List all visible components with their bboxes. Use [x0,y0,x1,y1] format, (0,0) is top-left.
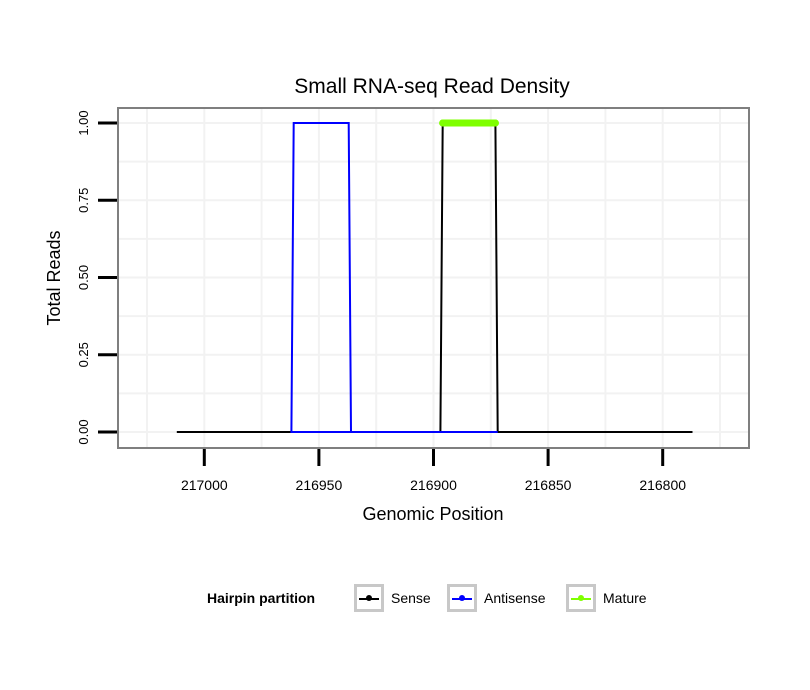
x-tick-label: 216900 [410,477,457,493]
y-axis: 0.00 0.25 0.50 0.75 1.00 [76,110,117,445]
series-line-antisense [290,122,498,433]
legend-point-sense [366,595,372,601]
y-tick-label: 0.25 [76,342,91,367]
y-tick-label: 0.75 [76,188,91,213]
legend: Hairpin partition Sense Antisense Mature [0,584,810,614]
legend-key-sense [354,584,384,612]
legend-label-antisense: Antisense [484,590,546,606]
panel-border [117,107,750,449]
legend-title: Hairpin partition [207,590,316,606]
legend-label-sense: Sense [391,590,431,606]
x-tick-label: 216950 [296,477,343,493]
series-point-mature [491,119,499,127]
y-tick-label: 1.00 [76,110,91,135]
y-tick-label: 0.00 [76,419,91,444]
y-axis-label: Total Reads [44,230,64,325]
plot-area [176,119,693,433]
x-tick-label: 216850 [525,477,572,493]
x-axis: 217000 216950 216900 216850 216800 [181,449,686,493]
legend-point-antisense [459,595,465,601]
x-axis-label: Genomic Position [362,504,503,524]
series-point-mature [439,119,447,127]
legend-key-mature [566,584,596,612]
y-tick-label: 0.50 [76,265,91,290]
x-tick-label: 217000 [181,477,228,493]
x-tick-label: 216800 [639,477,686,493]
legend-point-mature [578,595,584,601]
chart-title: Small RNA-seq Read Density [294,75,570,98]
grid [119,109,748,447]
legend-label-mature: Mature [603,590,647,606]
legend-key-antisense [447,584,477,612]
